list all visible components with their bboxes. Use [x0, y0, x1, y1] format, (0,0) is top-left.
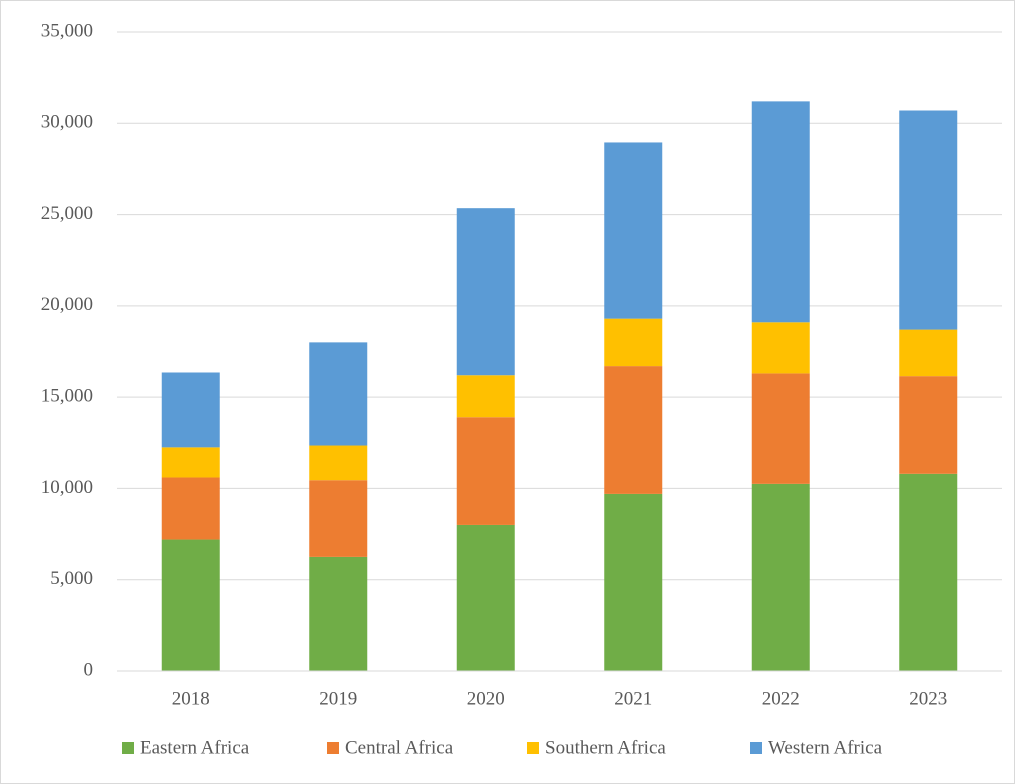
bar-segment	[309, 445, 368, 481]
x-tick-label: 2021	[614, 688, 652, 709]
bar-segment	[604, 493, 663, 671]
bar-segment	[604, 366, 663, 494]
bar-segment	[309, 556, 368, 671]
x-tick-label: 2018	[172, 688, 210, 709]
bar-segment	[899, 376, 958, 474]
x-tick-label: 2020	[467, 688, 505, 709]
y-tick-label: 0	[84, 659, 94, 680]
bar-segment	[456, 208, 515, 376]
x-tick-label: 2023	[909, 688, 947, 709]
legend-swatch	[527, 742, 539, 754]
bar-segment	[751, 101, 810, 323]
legend-label: Eastern Africa	[140, 737, 250, 758]
x-tick-label: 2019	[319, 688, 357, 709]
y-tick-label: 30,000	[41, 112, 93, 133]
y-tick-label: 20,000	[41, 294, 93, 315]
bar-segment	[161, 372, 220, 448]
bar-segment	[309, 480, 368, 557]
bar-segment	[899, 110, 958, 330]
bar-segment	[604, 142, 663, 319]
legend-label: Central Africa	[345, 737, 454, 758]
bar-segment	[161, 539, 220, 671]
y-tick-label: 5,000	[50, 568, 93, 589]
y-tick-label: 10,000	[41, 477, 93, 498]
bar-segment	[456, 375, 515, 418]
bar-segment	[899, 473, 958, 671]
legend-swatch	[750, 742, 762, 754]
bar-segment	[751, 322, 810, 374]
y-tick-label: 25,000	[41, 203, 93, 224]
legend-swatch	[327, 742, 339, 754]
bar-segment	[161, 447, 220, 478]
bar-segment	[309, 342, 368, 446]
legend-label: Western Africa	[768, 737, 883, 758]
bar-segment	[751, 483, 810, 671]
bar-segment	[456, 524, 515, 671]
bar-segment	[604, 318, 663, 367]
x-tick-label: 2022	[762, 688, 800, 709]
bar-segment	[161, 477, 220, 540]
bar-segment	[456, 417, 515, 525]
legend-label: Southern Africa	[545, 737, 666, 758]
bar-segment	[899, 329, 958, 377]
legend-swatch	[122, 742, 134, 754]
y-tick-label: 15,000	[41, 386, 93, 407]
bar-segment	[751, 373, 810, 484]
y-tick-label: 35,000	[41, 20, 93, 41]
